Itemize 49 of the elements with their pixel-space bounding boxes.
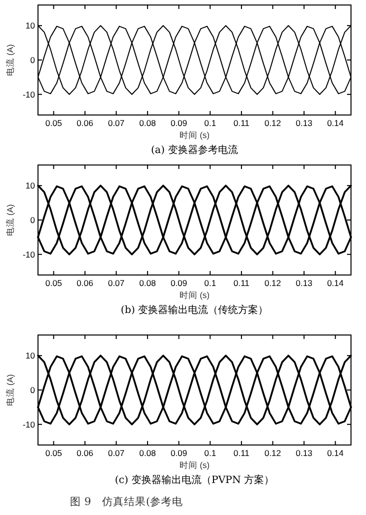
y-axis-title: 电流 (A) — [5, 374, 15, 406]
x-tick-label: 0.09 — [170, 278, 188, 288]
y-tick-label: 0 — [30, 215, 36, 225]
y-tick-label: -10 — [22, 419, 36, 430]
y-tick-label: 0 — [30, 385, 36, 395]
x-axis-title: 时间 (s) — [179, 290, 210, 300]
y-tick-label: 10 — [26, 20, 36, 31]
y-tick-label: -10 — [22, 89, 36, 100]
y-tick-label: 10 — [26, 180, 36, 191]
x-tick-label: 0.09 — [170, 118, 188, 128]
x-tick-label: 0.09 — [170, 448, 188, 458]
x-axis-title: 时间 (s) — [179, 130, 210, 140]
x-tick-label: 0.05 — [45, 118, 62, 128]
x-tick-label: 0.13 — [296, 448, 313, 458]
x-tick-label: 0.07 — [108, 278, 125, 288]
x-tick-label: 0.1 — [204, 278, 216, 288]
x-tick-label: 0.08 — [139, 118, 156, 128]
x-tick-label: 0.08 — [139, 448, 156, 458]
x-tick-label: 0.12 — [264, 448, 282, 458]
x-tick-label: 0.06 — [76, 278, 94, 288]
x-tick-label: 0.1 — [204, 448, 216, 458]
x-tick-label: 0.06 — [76, 118, 94, 128]
y-tick-label: -10 — [22, 249, 36, 260]
x-tick-label: 0.11 — [233, 278, 250, 288]
y-axis-title: 电流 (A) — [5, 204, 15, 236]
y-axis-title: 电流 (A) — [5, 44, 15, 76]
x-tick-label: 0.14 — [327, 278, 344, 288]
x-tick-label: 0.07 — [108, 448, 125, 458]
x-tick-label: 0.11 — [233, 118, 250, 128]
y-tick-label: 0 — [30, 55, 36, 65]
x-tick-label: 0.13 — [296, 278, 313, 288]
x-axis-title: 时间 (s) — [179, 460, 210, 470]
x-tick-label: 0.12 — [264, 118, 282, 128]
x-tick-label: 0.06 — [76, 448, 94, 458]
text: (c) 变换器输出电流（PVPN 方案） — [114, 474, 274, 486]
x-tick-label: 0.14 — [327, 448, 344, 458]
x-tick-label: 0.11 — [233, 448, 250, 458]
x-tick-label: 0.07 — [108, 118, 125, 128]
text: (a) 变换器参考电流 — [151, 144, 238, 156]
y-tick-label: 10 — [26, 350, 36, 361]
text: (b) 变换器输出电流（传统方案） — [120, 304, 268, 316]
x-tick-label: 0.05 — [45, 448, 62, 458]
x-tick-label: 0.05 — [45, 278, 62, 288]
x-tick-label: 0.14 — [327, 118, 344, 128]
x-tick-label: 0.12 — [264, 278, 282, 288]
caption: 图 9 仿真结果(参考电 — [70, 495, 184, 508]
x-tick-label: 0.1 — [204, 118, 216, 128]
x-tick-label: 0.08 — [139, 278, 156, 288]
x-tick-label: 0.13 — [296, 118, 313, 128]
